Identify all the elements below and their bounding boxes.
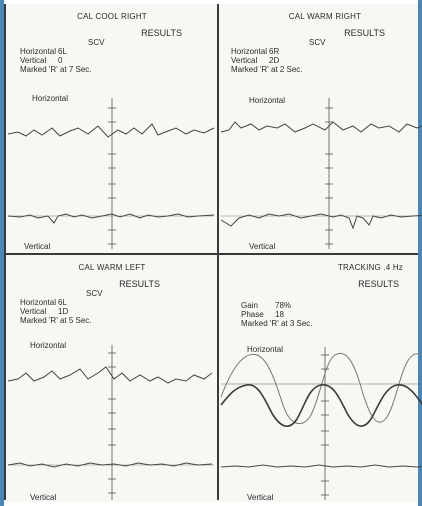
scv-label: SCV <box>309 38 326 47</box>
horizontal-label: Horizontal <box>32 94 69 103</box>
horizontal-label: Horizontal <box>30 341 67 350</box>
waveform-plot <box>7 345 214 500</box>
panel-divider-vertical <box>217 4 219 500</box>
results-info: Horizontal 6L Vertical 1D Marked 'R' at 5 … <box>20 298 92 325</box>
marked-text: Marked 'R' at 2 Sec. <box>231 65 303 74</box>
right-accent-edge <box>418 0 422 506</box>
marked-text: Marked 'R' at 7 Sec. <box>20 65 92 74</box>
sheet-left-border <box>4 4 6 500</box>
marked-text: Marked 'R' at 5 Sec. <box>20 316 92 325</box>
vertical-label: Vertical <box>24 242 51 251</box>
vertical-label: Vertical <box>30 493 57 502</box>
results-heading: RESULTS <box>119 279 160 289</box>
panel-cal-warm-right: CAL WARM RIGHT RESULTS SCV Horizontal 6R … <box>220 4 422 251</box>
panel-tracking: TRACKING .4 Hz RESULTS Gain 78% Phase 18 M… <box>220 255 422 502</box>
horizontal-label: Horizontal <box>247 345 284 354</box>
scv-label: SCV <box>88 38 105 47</box>
info-row: Phase 18 <box>241 310 284 319</box>
info-row: Vertical 0 <box>20 56 63 65</box>
left-accent-edge <box>0 0 4 506</box>
marked-text: Marked 'R' at 3 Sec. <box>241 319 313 328</box>
info-row: Vertical 2D <box>231 56 280 65</box>
results-heading: RESULTS <box>141 28 182 38</box>
info-row: Horizontal 6R <box>231 47 280 56</box>
info-row: Horizontal 6L <box>20 47 67 56</box>
info-row: Vertical 1D <box>20 307 69 316</box>
vertical-label: Vertical <box>249 242 276 251</box>
waveform-plot <box>7 98 215 249</box>
waveform-plot <box>220 98 422 249</box>
results-heading: RESULTS <box>344 28 385 38</box>
panel-divider-horizontal <box>4 253 418 255</box>
panel-title: CAL COOL RIGHT <box>77 12 147 21</box>
results-info: Horizontal 6L Vertical 0 Marked 'R' at 7 S… <box>20 47 92 74</box>
scv-label: SCV <box>86 289 103 298</box>
panel-title: TRACKING .4 Hz <box>337 263 403 272</box>
panel-cal-warm-left: CAL WARM LEFT RESULTS SCV Horizontal 6L V… <box>7 255 216 502</box>
info-row: Gain 78% <box>241 301 292 310</box>
results-info: Horizontal 6R Vertical 2D Marked 'R' at 2 … <box>231 47 303 74</box>
panel-cal-cool-right: CAL COOL RIGHT RESULTS SCV Horizontal 6L … <box>7 4 216 251</box>
results-info: Gain 78% Phase 18 Marked 'R' at 3 Sec. <box>241 301 313 328</box>
panel-title: CAL WARM RIGHT <box>288 12 362 21</box>
horizontal-label: Horizontal <box>249 96 286 105</box>
info-row: Horizontal 6L <box>20 298 67 307</box>
results-heading: RESULTS <box>358 279 399 289</box>
waveform-plot <box>220 347 422 500</box>
vertical-label: Vertical <box>247 493 274 502</box>
panel-title: CAL WARM LEFT <box>78 263 146 272</box>
